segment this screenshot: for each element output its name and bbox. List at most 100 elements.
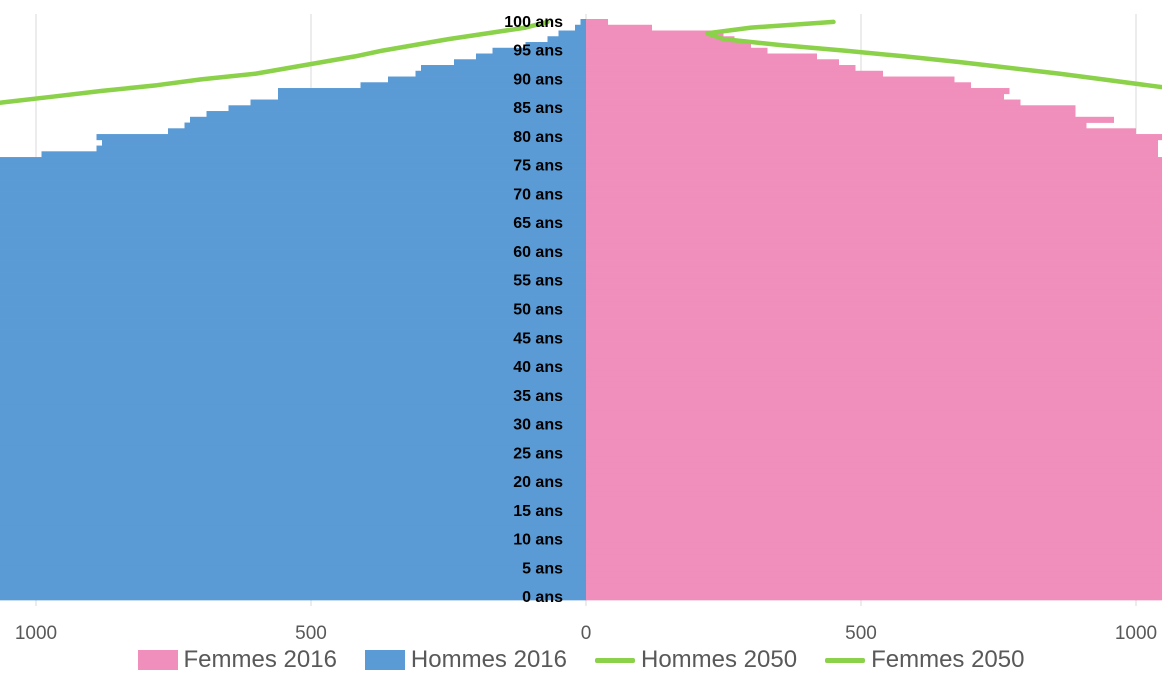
- bar-hommes-2016-age-16: [0, 502, 586, 509]
- bar-femmes-2016-age-23: [586, 461, 1162, 469]
- bar-femmes-2016-age-11: [586, 530, 1162, 538]
- bar-femmes-2016-age-48: [586, 318, 1162, 325]
- age-label-25: 25 ans: [513, 445, 563, 462]
- bar-hommes-2016-age-59: [0, 254, 586, 261]
- bar-femmes-2016-age-42: [586, 352, 1162, 359]
- bar-hommes-2016-age-2: [0, 582, 586, 589]
- bar-hommes-2016-age-94: [476, 53, 586, 60]
- bar-hommes-2016-age-93: [454, 59, 586, 66]
- bar-hommes-2016-age-67: [0, 208, 586, 215]
- age-label-20: 20 ans: [513, 474, 563, 491]
- bar-femmes-2016-age-89: [586, 82, 971, 89]
- bar-hommes-2016-age-23: [0, 461, 586, 469]
- bar-femmes-2016-age-52: [586, 295, 1162, 302]
- bar-femmes-2016-age-98: [586, 30, 724, 37]
- bar-hommes-2016-age-75: [0, 162, 586, 169]
- bar-hommes-2016-age-54: [0, 283, 586, 290]
- bar-femmes-2016-age-37: [586, 381, 1162, 388]
- age-label-60: 60 ans: [513, 244, 563, 261]
- x-tick-label-6: 1000: [1115, 623, 1157, 640]
- bar-femmes-2016-age-53: [586, 289, 1162, 296]
- bar-femmes-2016-age-46: [586, 329, 1162, 336]
- bar-femmes-2016-age-18: [586, 490, 1162, 497]
- x-tick-label-2: 1000: [15, 623, 57, 640]
- bar-femmes-2016-age-76: [586, 157, 1162, 164]
- legend-swatch-hommes-2050: [595, 657, 635, 663]
- bar-femmes-2016-age-50: [586, 306, 1162, 313]
- bar-femmes-2016-age-9: [586, 542, 1162, 549]
- legend-swatch-hommes-2016: [364, 650, 405, 670]
- bar-hommes-2016-age-10: [0, 536, 586, 543]
- age-labels: 0 ans 5 ans 10 ans 15 ans 20 ans 25 ans 30 ans…: [504, 14, 563, 606]
- bar-femmes-2016-age-54: [586, 283, 1162, 290]
- age-label-90: 90 ans: [513, 71, 563, 88]
- bar-femmes-2016-age-58: [586, 260, 1162, 267]
- bar-hommes-2016-age-44: [0, 341, 586, 348]
- bar-hommes-2016-age-30: [0, 421, 586, 428]
- age-label-55: 55 ans: [513, 273, 563, 290]
- bar-hommes-2016-age-34: [0, 398, 586, 405]
- age-label-45: 45 ans: [513, 330, 563, 347]
- bar-hommes-2016-age-81: [168, 128, 586, 135]
- bar-hommes-2016-age-74: [0, 168, 586, 175]
- bar-hommes-2016-age-99: [575, 24, 586, 31]
- bar-femmes-2016-age-24: [586, 456, 1162, 463]
- bar-femmes-2016-age-66: [586, 214, 1162, 221]
- bar-femmes-2016-age-63: [586, 231, 1162, 238]
- bar-femmes-2016-age-21: [586, 473, 1162, 480]
- bar-hommes-2016-age-27: [0, 438, 586, 446]
- bar-femmes-2016-age-56: [586, 272, 1162, 279]
- legend-swatch-femmes-2016: [137, 650, 178, 670]
- age-label-95: 95 ans: [513, 43, 563, 60]
- bar-hommes-2016-age-52: [0, 295, 586, 302]
- bar-femmes-2016-age-81: [586, 128, 1136, 135]
- bar-hommes-2016-age-42: [0, 352, 586, 359]
- bar-hommes-2016-age-65: [0, 220, 586, 227]
- bar-hommes-2016-age-77: [41, 151, 586, 158]
- age-label-70: 70 ans: [513, 186, 563, 203]
- bar-femmes-2016-age-30: [586, 421, 1162, 428]
- bar-hommes-2016-age-39: [0, 369, 586, 377]
- bar-femmes-2016-age-14: [586, 513, 1162, 520]
- bar-hommes-2016-age-50: [0, 306, 586, 313]
- bar-hommes-2016-age-14: [0, 513, 586, 520]
- bar-hommes-2016-age-53: [0, 289, 586, 296]
- bar-femmes-2016-age-97: [586, 36, 735, 43]
- bar-hommes-2016-age-100: [580, 19, 586, 26]
- bar-femmes-2016-age-96: [586, 42, 751, 49]
- bar-femmes-2016-age-75: [586, 162, 1162, 169]
- bar-femmes-2016-age-55: [586, 277, 1162, 284]
- bar-hommes-2016-age-37: [0, 381, 586, 388]
- bar-hommes-2016-age-51: [0, 300, 586, 307]
- bar-femmes-2016-age-71: [586, 185, 1162, 192]
- bar-hommes-2016-age-83: [190, 116, 586, 123]
- bar-hommes-2016-age-55: [0, 277, 586, 284]
- bar-hommes-2016-age-56: [0, 272, 586, 279]
- bar-hommes-2016-age-70: [0, 191, 586, 198]
- bar-femmes-2016-age-0: [586, 594, 1162, 601]
- bar-hommes-2016-age-26: [0, 444, 586, 451]
- bar-femmes-2016-age-16: [586, 502, 1162, 509]
- bar-femmes-2016-age-41: [586, 358, 1162, 365]
- bar-femmes-2016-age-77: [586, 151, 1158, 158]
- bar-hommes-2016-age-38: [0, 375, 586, 382]
- x-tick-label-5: 500: [845, 623, 877, 640]
- bar-femmes-2016-age-40: [586, 364, 1162, 371]
- bar-femmes-2016-age-60: [586, 249, 1162, 256]
- bar-hommes-2016-age-73: [0, 174, 586, 181]
- bar-hommes-2016-age-1: [0, 588, 586, 595]
- bar-hommes-2016-age-18: [0, 490, 586, 497]
- bar-hommes-2016-age-88: [278, 88, 586, 95]
- bar-hommes-2016-age-91: [415, 70, 586, 77]
- bar-femmes-2016-age-87: [586, 93, 1004, 100]
- bar-femmes-2016-age-94: [586, 53, 817, 60]
- bar-femmes-2016-age-79: [586, 139, 1158, 146]
- legend-item-hommes-2016: Hommes 2016: [364, 646, 567, 674]
- bar-femmes-2016-age-33: [586, 404, 1162, 411]
- bar-hommes-2016-age-13: [0, 519, 586, 526]
- bar-femmes-2016-age-4: [586, 571, 1162, 578]
- bar-femmes-2016-age-31: [586, 415, 1162, 423]
- bar-femmes-2016-age-73: [586, 174, 1162, 181]
- bar-hommes-2016-age-69: [0, 197, 586, 204]
